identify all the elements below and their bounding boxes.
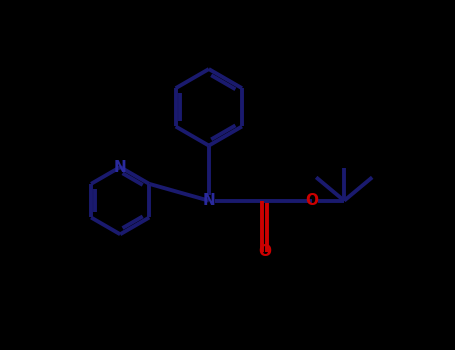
Text: N: N xyxy=(114,160,126,175)
Text: O: O xyxy=(258,245,271,259)
Text: O: O xyxy=(305,193,318,208)
Text: N: N xyxy=(202,193,215,208)
